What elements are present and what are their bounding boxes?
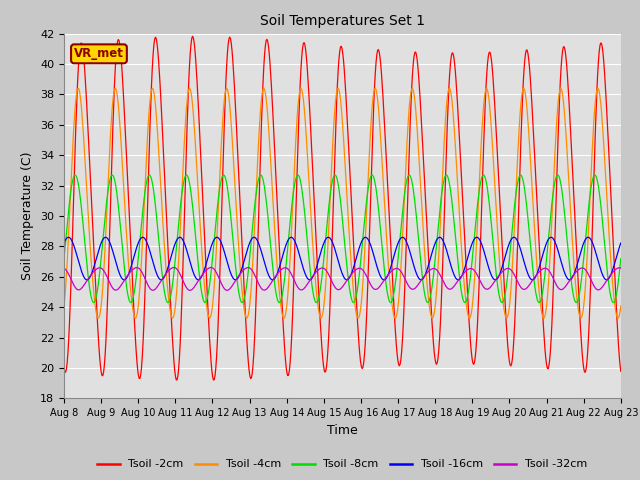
Tsoil -32cm	[617, 265, 625, 271]
Tsoil -16cm	[214, 234, 221, 240]
Tsoil -16cm	[473, 234, 481, 240]
Tsoil -16cm	[70, 243, 78, 249]
Line: Tsoil -2cm: Tsoil -2cm	[64, 36, 621, 380]
Tsoil -8cm	[127, 300, 135, 305]
Tsoil -16cm	[127, 263, 135, 269]
Tsoil -8cm	[70, 173, 78, 179]
Tsoil -32cm	[412, 285, 419, 291]
Tsoil -4cm	[60, 303, 68, 309]
Tsoil -16cm	[410, 264, 418, 269]
Tsoil -2cm	[215, 300, 223, 306]
Tsoil -32cm	[70, 283, 78, 288]
Line: Tsoil -8cm: Tsoil -8cm	[64, 175, 621, 302]
Tsoil -32cm	[207, 264, 215, 270]
Tsoil -4cm	[412, 105, 419, 111]
Tsoil -32cm	[428, 266, 436, 272]
Tsoil -16cm	[60, 240, 68, 246]
Tsoil -16cm	[617, 240, 625, 246]
Tsoil -4cm	[617, 303, 625, 309]
Line: Tsoil -32cm: Tsoil -32cm	[64, 267, 621, 290]
Tsoil -4cm	[428, 315, 436, 321]
Tsoil -16cm	[184, 252, 192, 257]
Tsoil -8cm	[184, 174, 192, 180]
Tsoil -32cm	[215, 275, 223, 281]
Tsoil -2cm	[189, 34, 196, 39]
Tsoil -2cm	[60, 365, 68, 371]
Y-axis label: Soil Temperature (C): Soil Temperature (C)	[22, 152, 35, 280]
Tsoil -16cm	[426, 256, 434, 262]
Tsoil -8cm	[214, 205, 221, 211]
Legend: Tsoil -2cm, Tsoil -4cm, Tsoil -8cm, Tsoil -16cm, Tsoil -32cm: Tsoil -2cm, Tsoil -4cm, Tsoil -8cm, Tsoi…	[93, 455, 592, 474]
Line: Tsoil -16cm: Tsoil -16cm	[64, 237, 621, 280]
Tsoil -4cm	[184, 91, 192, 97]
Tsoil -32cm	[186, 288, 194, 293]
Tsoil -8cm	[294, 172, 301, 178]
Tsoil -8cm	[412, 206, 419, 212]
Tsoil -2cm	[184, 99, 192, 105]
Tsoil -8cm	[60, 256, 68, 262]
Tsoil -32cm	[184, 287, 192, 292]
Tsoil -8cm	[275, 300, 283, 305]
Tsoil -16cm	[492, 277, 499, 283]
Tsoil -32cm	[127, 268, 135, 274]
Tsoil -2cm	[412, 49, 419, 55]
Line: Tsoil -4cm: Tsoil -4cm	[64, 88, 621, 318]
X-axis label: Time: Time	[327, 424, 358, 437]
Tsoil -8cm	[617, 256, 625, 262]
Title: Soil Temperatures Set 1: Soil Temperatures Set 1	[260, 14, 425, 28]
Tsoil -4cm	[260, 85, 268, 91]
Tsoil -4cm	[127, 295, 135, 300]
Tsoil -4cm	[70, 120, 78, 125]
Tsoil -32cm	[60, 265, 68, 271]
Text: VR_met: VR_met	[74, 48, 124, 60]
Tsoil -2cm	[70, 179, 78, 185]
Tsoil -8cm	[428, 285, 436, 291]
Tsoil -2cm	[210, 377, 218, 383]
Tsoil -2cm	[127, 257, 135, 263]
Tsoil -2cm	[428, 317, 436, 323]
Tsoil -4cm	[280, 315, 288, 321]
Tsoil -2cm	[617, 369, 625, 374]
Tsoil -4cm	[214, 226, 221, 232]
